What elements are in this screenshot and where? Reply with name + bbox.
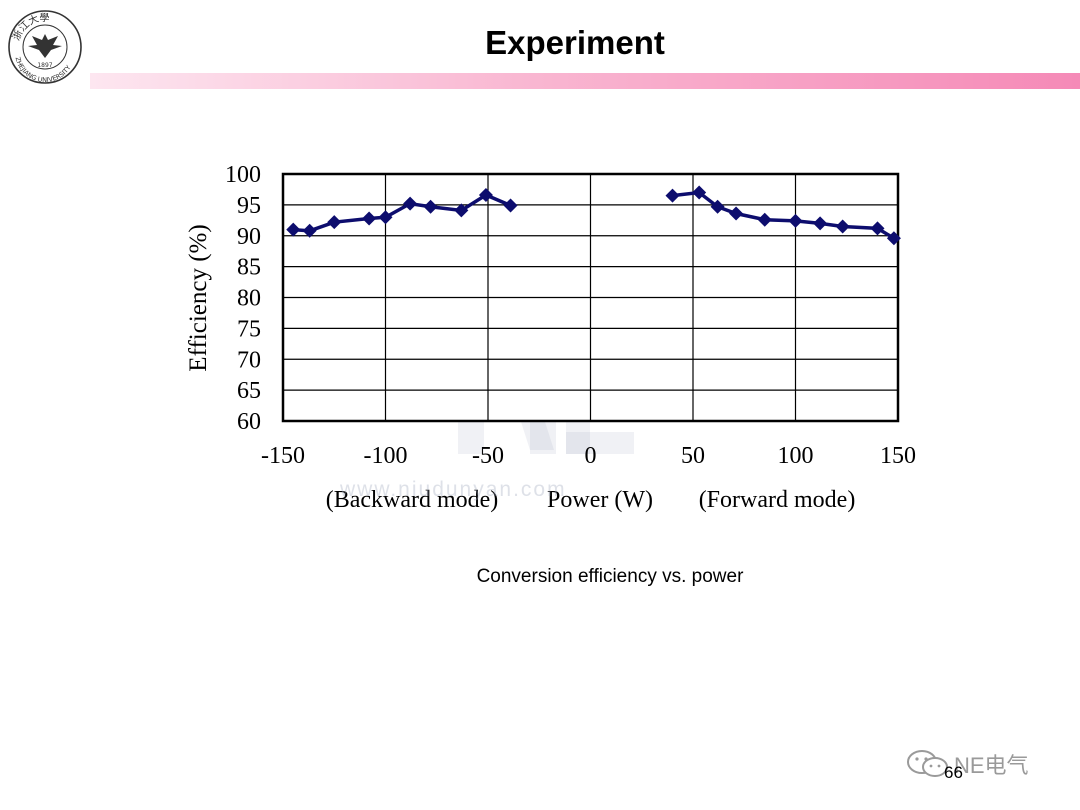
- x-tick-label: 50: [681, 443, 705, 469]
- brand-badge: NE电气: [906, 748, 1029, 780]
- watermark-url: www.niudunyan.com: [340, 478, 567, 501]
- x-axis-label-forward: (Forward mode): [699, 487, 856, 513]
- y-tick-label: 95: [237, 193, 261, 219]
- x-axis-label-backward: (Backward mode): [326, 487, 499, 513]
- data-point: [423, 199, 438, 214]
- data-point: [788, 213, 803, 228]
- y-tick-label: 75: [237, 316, 261, 342]
- x-tick-label: -50: [472, 443, 504, 469]
- university-logo: 浙江大學 ZHEJIANG UNIVERSITY 1897: [8, 10, 82, 84]
- data-point: [327, 215, 342, 230]
- data-point: [665, 188, 680, 203]
- wechat-icon: [907, 750, 948, 777]
- y-axis-label: Efficiency (%): [185, 224, 212, 371]
- y-tick-label: 70: [237, 347, 261, 373]
- y-tick-label: 80: [237, 286, 261, 312]
- chart-grid: [281, 172, 900, 423]
- data-point: [302, 223, 317, 238]
- data-point: [835, 219, 850, 234]
- x-tick-label: -150: [261, 443, 305, 469]
- y-tick-labels: 60 65 70 75 80 85 90 95 100: [225, 162, 261, 435]
- figure-caption: Conversion efficiency vs. power: [476, 566, 744, 587]
- title-accent-bar: [90, 73, 1080, 89]
- x-tick-label: 0: [585, 443, 597, 469]
- y-tick-label: 90: [237, 224, 261, 250]
- data-point: [729, 206, 744, 221]
- y-tick-label: 85: [237, 255, 261, 281]
- data-point: [692, 185, 707, 200]
- data-point: [813, 216, 828, 231]
- x-axis-label: Power (W): [547, 487, 653, 513]
- series-line: [293, 193, 512, 233]
- y-tick-label: 60: [237, 409, 261, 435]
- x-tick-label: -100: [364, 443, 408, 469]
- data-point: [378, 210, 393, 225]
- x-tick-label: 150: [880, 443, 916, 469]
- y-tick-label: 65: [237, 378, 261, 404]
- series-line: [672, 190, 895, 240]
- data-point: [757, 212, 772, 227]
- chart-series: [286, 185, 901, 246]
- x-tick-label: 100: [778, 443, 814, 469]
- y-tick-label: 100: [225, 162, 261, 188]
- data-point: [454, 203, 469, 218]
- data-point: [870, 221, 885, 236]
- brand-name: NE电气: [954, 753, 1029, 778]
- data-point: [503, 198, 518, 213]
- data-point: [710, 199, 725, 214]
- data-point: [286, 222, 301, 237]
- data-point: [403, 196, 418, 211]
- data-point: [886, 231, 901, 246]
- data-point: [478, 187, 493, 202]
- efficiency-chart: 60 65 70 75 80 85 90 95 100 -150 -100 -50 0 50 100 150…: [185, 162, 916, 513]
- page-title: Experiment: [485, 24, 665, 61]
- data-point: [362, 211, 377, 226]
- eagle-icon: [28, 34, 62, 58]
- x-tick-labels: -150 -100 -50 0 50 100 150: [261, 443, 916, 469]
- logo-year: 1897: [37, 62, 52, 69]
- page-number: 66: [944, 763, 963, 782]
